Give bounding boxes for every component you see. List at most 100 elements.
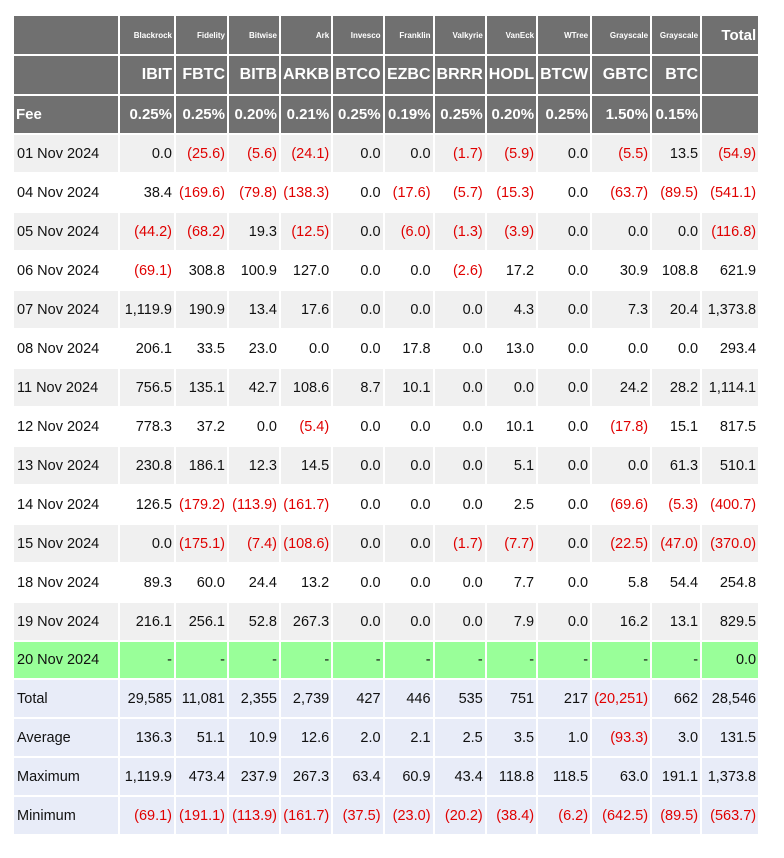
row-total-cell: 1,114.1: [702, 369, 759, 406]
flow-cell: 24.4: [229, 564, 279, 601]
stat-cell: 63.4: [333, 758, 383, 795]
stat-cell: 43.4: [434, 758, 485, 795]
flow-cell: 7.9: [486, 603, 537, 640]
stat-cell: 1,373.8: [702, 758, 759, 795]
flow-cell: (69.1): [120, 252, 174, 289]
stat-cell: 2.0: [333, 719, 383, 756]
stat-cell: 1.0: [538, 719, 591, 756]
ticker-header: EZBC: [384, 56, 433, 94]
flow-cell: -: [434, 642, 485, 678]
stat-cell: 2.1: [384, 719, 433, 756]
today-row: 20 Nov 2024- - - - - - - - - - -0.0: [14, 642, 759, 678]
flow-cell: 19.3: [229, 213, 279, 250]
flow-cell: 0.0: [538, 174, 591, 211]
flow-cell: (1.3): [434, 213, 485, 250]
issuer-header-row: Blackrock Fidelity Bitwise Ark Invesco Frankl…: [14, 16, 759, 54]
fee-label: Fee: [14, 96, 118, 133]
flow-cell: 0.0: [538, 252, 591, 289]
flow-cell: (44.2): [120, 213, 174, 250]
stat-cell: (191.1): [176, 797, 227, 834]
issuer-header: WTree: [538, 16, 591, 54]
stat-cell: 63.0: [592, 758, 651, 795]
issuer-header: Blackrock: [120, 16, 174, 54]
flow-cell: (5.5): [592, 135, 651, 172]
flow-cell: 0.0: [384, 603, 433, 640]
flow-cell: 17.2: [486, 252, 537, 289]
flow-cell: (179.2): [176, 486, 227, 523]
flow-cell: 1,119.9: [120, 291, 174, 328]
flow-cell: 0.0: [434, 603, 485, 640]
ticker-header: HODL: [486, 56, 537, 94]
flow-cell: 0.0: [592, 330, 651, 367]
flow-cell: 89.3: [120, 564, 174, 601]
flow-cell: 0.0: [384, 486, 433, 523]
flow-cell: 0.0: [538, 408, 591, 445]
row-date: 20 Nov 2024: [14, 642, 118, 678]
stat-cell: 427: [333, 680, 383, 717]
flow-cell: 756.5: [120, 369, 174, 406]
flow-cell: 0.0: [333, 135, 383, 172]
table-row: 11 Nov 2024 756.5 135.1 42.7 108.6 8.7 10.1 0.0…: [14, 369, 759, 406]
flow-cell: -: [281, 642, 332, 678]
row-date: 12 Nov 2024: [14, 408, 118, 445]
flow-cell: (113.9): [229, 486, 279, 523]
flow-cell: 216.1: [120, 603, 174, 640]
flow-cell: 0.0: [434, 291, 485, 328]
issuer-header: Invesco: [333, 16, 383, 54]
stat-cell: 535: [434, 680, 485, 717]
stat-cell: (161.7): [281, 797, 332, 834]
flow-cell: 190.9: [176, 291, 227, 328]
stat-cell: (23.0): [384, 797, 433, 834]
flow-cell: 28.2: [652, 369, 701, 406]
stat-cell: 28,546: [702, 680, 759, 717]
fee-value: 0.20%: [229, 96, 279, 133]
flow-cell: 0.0: [538, 447, 591, 484]
flow-cell: 0.0: [486, 369, 537, 406]
flow-cell: 0.0: [592, 447, 651, 484]
flow-cell: 2.5: [486, 486, 537, 523]
stat-row: Average 136.3 51.1 10.9 12.6 2.0 2.1 2.5 3.5 1.0(…: [14, 719, 759, 756]
flow-cell: 23.0: [229, 330, 279, 367]
row-total-cell: (370.0): [702, 525, 759, 562]
flow-cell: (169.6): [176, 174, 227, 211]
stat-cell: (6.2): [538, 797, 591, 834]
flow-cell: (5.6): [229, 135, 279, 172]
table-row: 05 Nov 2024 (44.2) (68.2) 19.3 (12.5) 0.0 (6.0…: [14, 213, 759, 250]
stat-cell: 51.1: [176, 719, 227, 756]
flow-cell: 10.1: [384, 369, 433, 406]
ticker-header: FBTC: [176, 56, 227, 94]
stat-cell: 118.5: [538, 758, 591, 795]
issuer-header: Fidelity: [176, 16, 227, 54]
flow-cell: 0.0: [333, 486, 383, 523]
flow-cell: 0.0: [538, 486, 591, 523]
daily-flows-body: 01 Nov 2024 0.0 (25.6) (5.6) (24.1) 0.0 0.0 (1.…: [14, 135, 759, 678]
flow-cell: (79.8): [229, 174, 279, 211]
flow-cell: (25.6): [176, 135, 227, 172]
row-date: 14 Nov 2024: [14, 486, 118, 523]
row-total-cell: 254.8: [702, 564, 759, 601]
flow-cell: 0.0: [333, 447, 383, 484]
row-date: 01 Nov 2024: [14, 135, 118, 172]
flow-cell: 0.0: [384, 525, 433, 562]
flow-cell: 0.0: [120, 525, 174, 562]
stat-cell: (563.7): [702, 797, 759, 834]
flow-cell: 24.2: [592, 369, 651, 406]
issuer-header: Grayscale: [652, 16, 701, 54]
flow-cell: 0.0: [434, 564, 485, 601]
stat-cell: 662: [652, 680, 701, 717]
flow-cell: (12.5): [281, 213, 332, 250]
table-row: 19 Nov 2024 216.1 256.1 52.8 267.3 0.0 0.0 0.0 7…: [14, 603, 759, 640]
stat-cell: 2,739: [281, 680, 332, 717]
flow-cell: (1.7): [434, 525, 485, 562]
row-total-cell: 621.9: [702, 252, 759, 289]
flow-cell: 42.7: [229, 369, 279, 406]
fee-value: 0.21%: [281, 96, 332, 133]
flow-cell: (5.7): [434, 174, 485, 211]
flow-cell: 0.0: [384, 564, 433, 601]
flow-cell: 16.2: [592, 603, 651, 640]
summary-stats-body: Total 29,585 11,081 2,355 2,739 427 446 535 751 2…: [14, 680, 759, 834]
flow-cell: 0.0: [333, 213, 383, 250]
flow-cell: 0.0: [652, 330, 701, 367]
flow-cell: (5.4): [281, 408, 332, 445]
table-row: 08 Nov 2024 206.1 33.5 23.0 0.0 0.0 17.8 0.0 13.…: [14, 330, 759, 367]
